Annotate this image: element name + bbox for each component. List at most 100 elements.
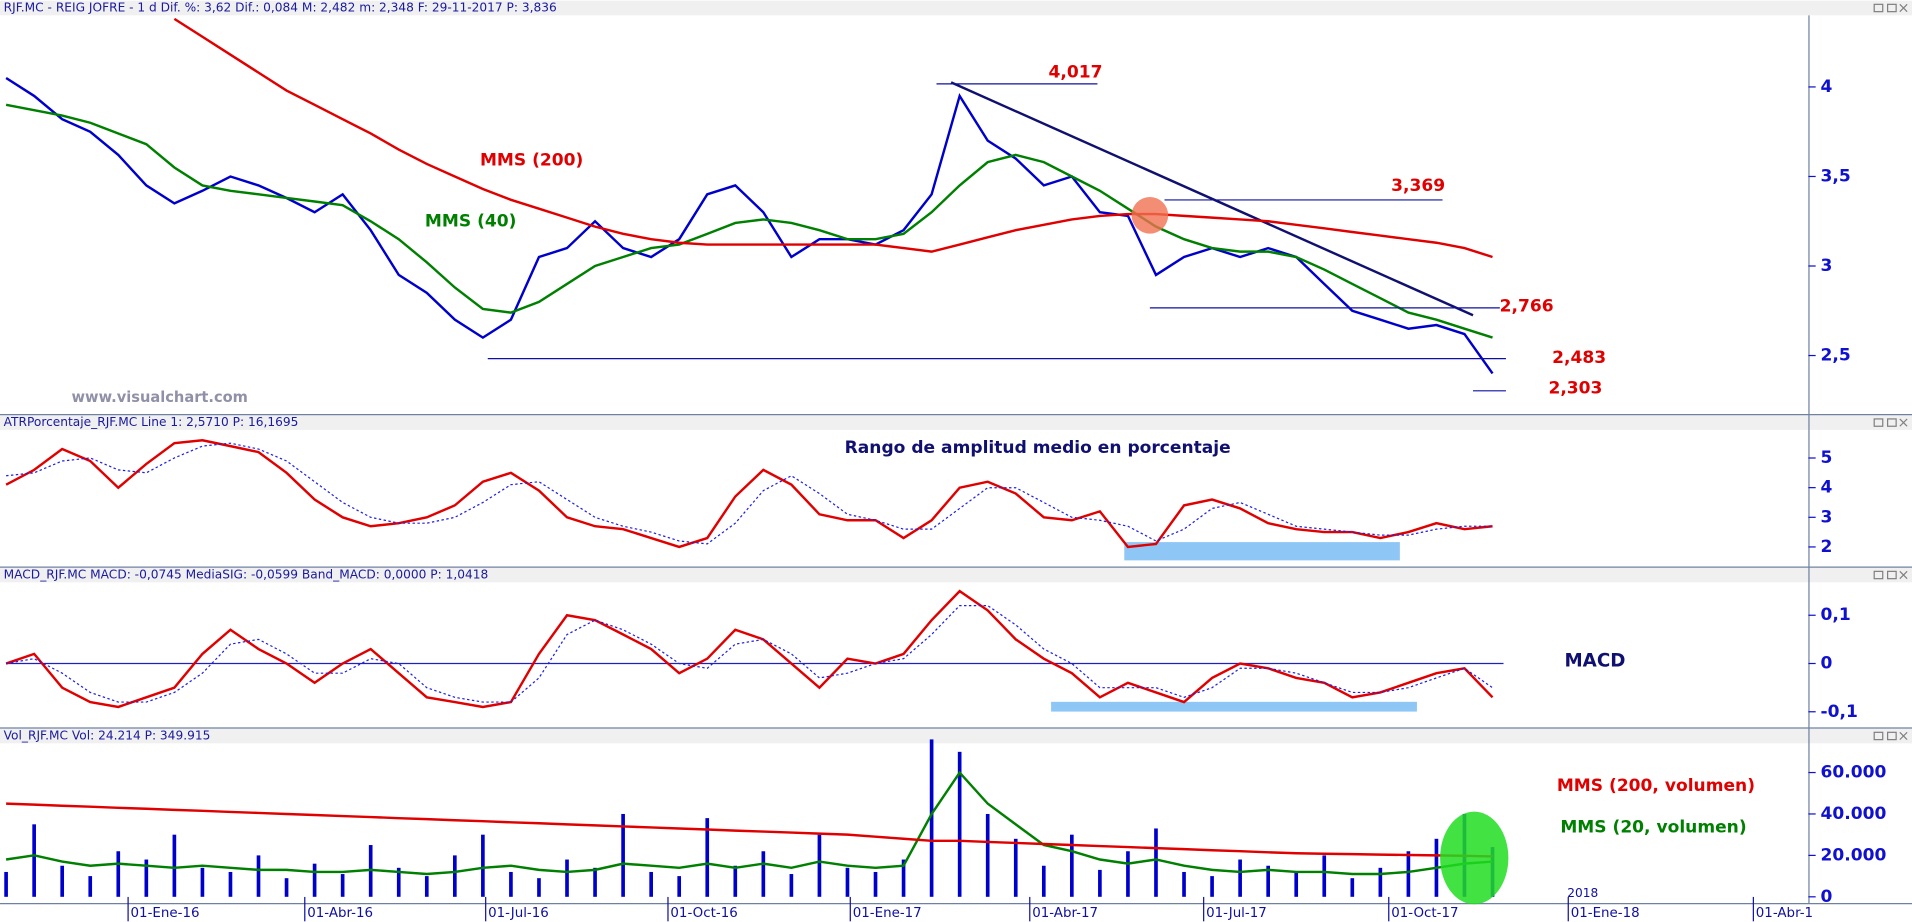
volume-bar — [396, 867, 401, 897]
volume-bar — [1350, 878, 1355, 897]
level-label: 2,766 — [1500, 297, 1554, 317]
header-strip — [0, 0, 1912, 16]
header-strip — [0, 567, 1912, 583]
y-tick-label: 3,5 — [1821, 166, 1851, 186]
highlight-circle — [1131, 197, 1169, 234]
series-line — [5, 770, 1493, 876]
annotation: MMS (20, volumen) — [1560, 817, 1746, 837]
volume-bar — [144, 859, 149, 897]
volume-bar — [284, 878, 289, 897]
volume-bar — [929, 739, 934, 897]
annotation: www.visualchart.com — [72, 389, 248, 406]
volume-bar — [733, 865, 738, 897]
volume-bar — [116, 851, 121, 897]
x-tick-label: 01-Ene-17 — [853, 906, 922, 921]
series-line — [5, 589, 1494, 709]
y-tick-label: 4 — [1821, 77, 1833, 97]
volume-bar — [60, 865, 65, 897]
volume-bar — [565, 859, 569, 897]
volume-bar — [1154, 828, 1158, 897]
marks — [4, 17, 1504, 897]
panel-title: Rango de amplitud medio en porcentaje — [845, 438, 1231, 458]
highlight-band — [1051, 701, 1417, 712]
volume-bar — [509, 871, 513, 897]
panel-header: MACD_RJF.MC MACD: -0,0745 MediaSIG: -0,0… — [4, 568, 489, 582]
maximize-button[interactable] — [1887, 3, 1897, 13]
volume-bar — [200, 867, 205, 897]
volume-bar — [621, 813, 625, 897]
volume-bar — [649, 871, 653, 897]
volume-bar — [256, 855, 261, 897]
volume-bar — [537, 878, 541, 897]
volume-bar — [985, 813, 990, 897]
volume-bar — [32, 824, 36, 897]
x-tick-label: 01-Abr-16 — [307, 906, 373, 921]
volume-bar — [873, 871, 878, 897]
close-button[interactable] — [1899, 418, 1908, 427]
volume-bar — [1294, 871, 1299, 897]
panel-header: RJF.MC - REIG JOFRE - 1 d Dif. %: 3,62 D… — [4, 0, 557, 14]
volume-bar — [705, 818, 710, 897]
annotation: MMS (200) — [480, 150, 583, 170]
minimize-button[interactable] — [1873, 3, 1884, 13]
close-button[interactable] — [1899, 570, 1908, 580]
header-strip — [0, 415, 1912, 430]
maximize-button[interactable] — [1887, 418, 1897, 427]
x-tick-label: 01-Abr-1 — [1756, 906, 1813, 921]
x-tick-label: 01-Oct-17 — [1391, 906, 1458, 921]
minimize-button[interactable] — [1873, 418, 1884, 427]
volume-bar — [1041, 865, 1046, 897]
series-line — [6, 442, 1493, 545]
volume-bar — [1406, 851, 1411, 897]
volume-bar — [340, 874, 345, 897]
x-tick-label: 01-Oct-16 — [670, 906, 737, 921]
maximize-button[interactable] — [1887, 731, 1897, 741]
volume-bar — [1070, 834, 1074, 897]
annotation: MMS (40) — [425, 211, 517, 231]
window-buttons — [1873, 3, 1908, 741]
x-tick-label: 01-Jul-16 — [488, 906, 549, 921]
x-tick-label: 01-Ene-16 — [131, 906, 200, 921]
series-line — [5, 76, 1494, 375]
annotation: 2018 — [1567, 886, 1598, 900]
y-tick-label: 4 — [1821, 478, 1833, 498]
volume-bar — [1210, 876, 1214, 897]
volume-bar — [817, 834, 822, 897]
trend-line — [950, 81, 1474, 317]
header-strip — [0, 728, 1912, 744]
volume-bar — [1098, 869, 1102, 897]
highlight-ellipse — [1440, 811, 1509, 905]
minimize-button[interactable] — [1873, 570, 1884, 580]
volume-bar — [424, 876, 429, 897]
volume-bar — [845, 867, 850, 897]
y-tick-label: 3 — [1821, 507, 1833, 527]
y-tick-label: 0 — [1821, 654, 1833, 674]
panel-header: ATRPorcentaje_RJF.MC Line 1: 2,5710 P: 1… — [4, 415, 299, 429]
panel-headers — [0, 0, 1912, 744]
volume-bar — [789, 874, 794, 897]
panel-header: Vol_RJF.MC Vol: 24.214 P: 349.915 — [4, 728, 211, 742]
volume-bar — [957, 751, 962, 897]
level-label: 2,483 — [1552, 348, 1606, 368]
volume-bar — [1378, 867, 1383, 897]
series-line — [6, 802, 1493, 858]
volume-bar — [1126, 851, 1130, 897]
y-tick-label: 0 — [1821, 887, 1833, 907]
volume-bar — [1322, 855, 1327, 897]
maximize-button[interactable] — [1887, 570, 1897, 580]
volume-bar — [312, 863, 317, 897]
series-line — [173, 17, 1493, 259]
volume-bar — [1266, 865, 1270, 897]
y-tick-label: 40.000 — [1821, 804, 1887, 824]
volume-bar — [901, 859, 906, 897]
close-button[interactable] — [1899, 731, 1908, 741]
volume-bar — [4, 871, 8, 897]
x-tick-label: 01-Jul-17 — [1206, 906, 1267, 921]
y-tick-label: -0,1 — [1821, 702, 1858, 722]
close-button[interactable] — [1899, 3, 1908, 13]
volume-bar — [88, 876, 93, 897]
annotation: MMS (200, volumen) — [1557, 776, 1755, 796]
minimize-button[interactable] — [1873, 731, 1884, 741]
x-tick-label: 01-Ene-18 — [1571, 906, 1640, 921]
